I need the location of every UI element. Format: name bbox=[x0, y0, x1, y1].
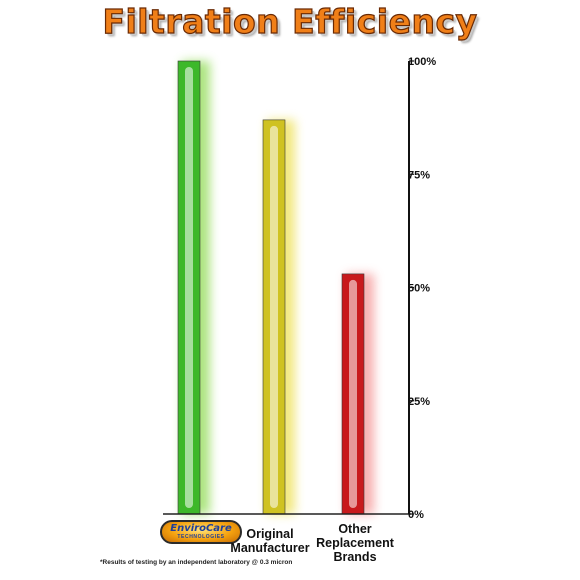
y-tick-label: 100% bbox=[408, 56, 436, 68]
y-tick-label: 75% bbox=[408, 169, 430, 181]
bars bbox=[177, 60, 365, 515]
category-label-other-replacement-brands: Other Replacement Brands bbox=[300, 522, 410, 564]
category-label-original-manufacturer: Original Manufacturer bbox=[215, 527, 325, 555]
logo-subtitle: TECHNOLOGIES bbox=[177, 534, 225, 540]
envirocare-logo: EnviroCare TECHNOLOGIES bbox=[160, 520, 242, 544]
category-label-line: Original bbox=[246, 527, 294, 541]
y-tick-label: 50% bbox=[408, 283, 430, 295]
chart-title: Filtration Efficiency bbox=[102, 1, 478, 41]
y-axis-ticks: 100% 75% 50% 25% 0% bbox=[408, 56, 436, 521]
y-tick-label: 0% bbox=[408, 509, 424, 521]
bar-highlight-envirocare bbox=[185, 67, 193, 508]
category-label-line: Brands bbox=[333, 550, 377, 564]
logo-name: EnviroCare bbox=[170, 523, 232, 534]
bar-highlight-other-replacement-brands bbox=[349, 279, 357, 508]
footnote: *Results of testing by an independent la… bbox=[100, 559, 293, 566]
bar-highlight-original-manufacturer bbox=[270, 125, 278, 508]
category-label-line: Manufacturer bbox=[230, 541, 310, 555]
category-label-line: Replacement bbox=[316, 536, 394, 550]
y-tick-label: 25% bbox=[408, 396, 430, 408]
category-label-line: Other bbox=[338, 522, 372, 536]
